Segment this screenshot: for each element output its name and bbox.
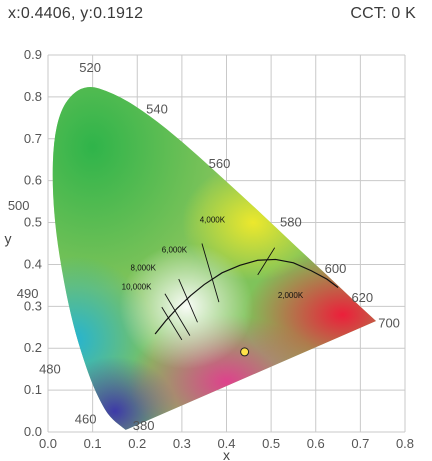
wavelength-label: 520 (79, 60, 101, 75)
wavelength-label: 560 (209, 156, 231, 171)
isotherm-label: 2,000K (278, 291, 304, 300)
wavelength-label: 380 (133, 418, 155, 433)
y-tick-label: 0.5 (24, 215, 42, 230)
x-tick-label: 0.6 (307, 436, 325, 451)
wavelength-label: 460 (75, 412, 97, 427)
color-gamut (52, 87, 376, 430)
y-tick-label: 0.6 (24, 173, 42, 188)
wavelength-label: 580 (280, 215, 302, 230)
wavelength-label: 490 (17, 286, 39, 301)
x-tick-label: 0.5 (262, 436, 280, 451)
y-tick-label: 0.4 (24, 256, 42, 271)
isotherm-label: 6,000K (162, 246, 188, 255)
isotherm-label: 4,000K (200, 216, 226, 225)
coordinate-readout: x:0.4406, y:0.1912 (8, 5, 144, 22)
wavelength-label: 480 (39, 361, 61, 376)
x-tick-label: 0.2 (128, 436, 146, 451)
isotherm-line (201, 243, 220, 303)
isotherm-line (161, 306, 183, 341)
x-tick-label: 0.0 (39, 436, 57, 451)
x-tick-label: 0.4 (217, 436, 235, 451)
isotherm-line (164, 293, 191, 336)
wavelength-label: 700 (378, 315, 400, 330)
y-tick-label: 0.2 (24, 340, 42, 355)
y-tick-label: 0.9 (24, 47, 42, 62)
wavelength-label: 600 (325, 261, 347, 276)
x-axis-label: x (223, 447, 230, 461)
isotherm-line (178, 278, 198, 323)
y-tick-label: 0.3 (24, 298, 42, 313)
x-tick-label: 0.1 (84, 436, 102, 451)
y-tick-label: 0.1 (24, 382, 42, 397)
selected-point-marker[interactable] (240, 347, 250, 357)
isotherm-line (257, 247, 276, 276)
wavelength-label: 500 (8, 198, 30, 213)
y-axis-label: y (5, 231, 12, 247)
x-tick-label: 0.7 (351, 436, 369, 451)
x-tick-label: 0.3 (173, 436, 191, 451)
y-tick-label: 0.7 (24, 131, 42, 146)
y-tick-label: 0.8 (24, 89, 42, 104)
isotherm-label: 10,000K (122, 283, 152, 292)
y-tick-label: 0.0 (24, 424, 42, 439)
x-tick-label: 0.8 (396, 436, 414, 451)
cct-readout: CCT: 0 K (350, 5, 416, 22)
isotherm-label: 8,000K (131, 264, 157, 273)
wavelength-label: 540 (146, 102, 168, 117)
planckian-locus-line (154, 258, 339, 335)
wavelength-label: 620 (351, 290, 373, 305)
